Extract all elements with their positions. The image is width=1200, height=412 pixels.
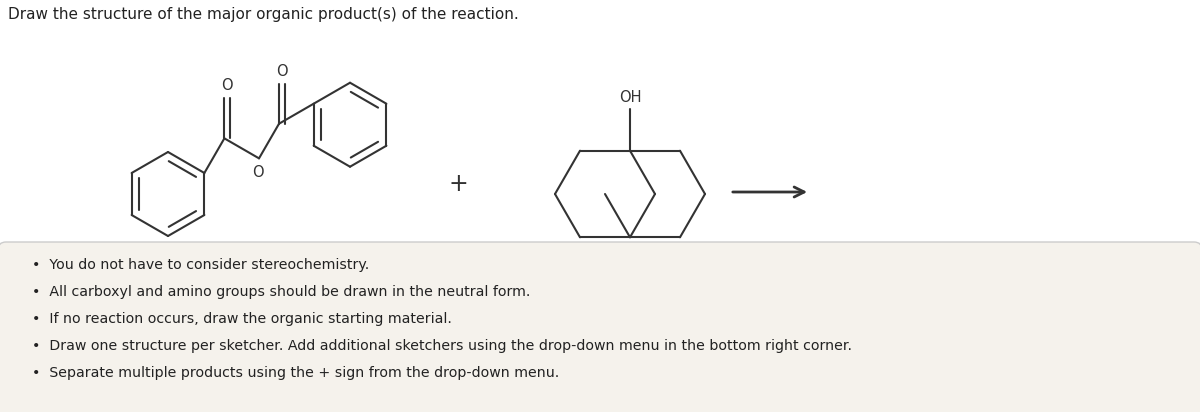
- Text: Draw the structure of the major organic product(s) of the reaction.: Draw the structure of the major organic …: [8, 7, 518, 22]
- Text: •  Separate multiple products using the + sign from the drop-down menu.: • Separate multiple products using the +…: [32, 366, 559, 380]
- Text: O: O: [276, 64, 288, 79]
- FancyBboxPatch shape: [0, 242, 1200, 412]
- Text: O: O: [222, 78, 233, 94]
- Text: •  All carboxyl and amino groups should be drawn in the neutral form.: • All carboxyl and amino groups should b…: [32, 285, 530, 299]
- Text: O: O: [252, 165, 264, 180]
- Text: OH: OH: [619, 90, 641, 105]
- Text: •  If no reaction occurs, draw the organic starting material.: • If no reaction occurs, draw the organi…: [32, 312, 452, 326]
- Text: •  Draw one structure per sketcher. Add additional sketchers using the drop-down: • Draw one structure per sketcher. Add a…: [32, 339, 852, 353]
- Text: •  You do not have to consider stereochemistry.: • You do not have to consider stereochem…: [32, 258, 370, 272]
- Text: +: +: [448, 172, 468, 196]
